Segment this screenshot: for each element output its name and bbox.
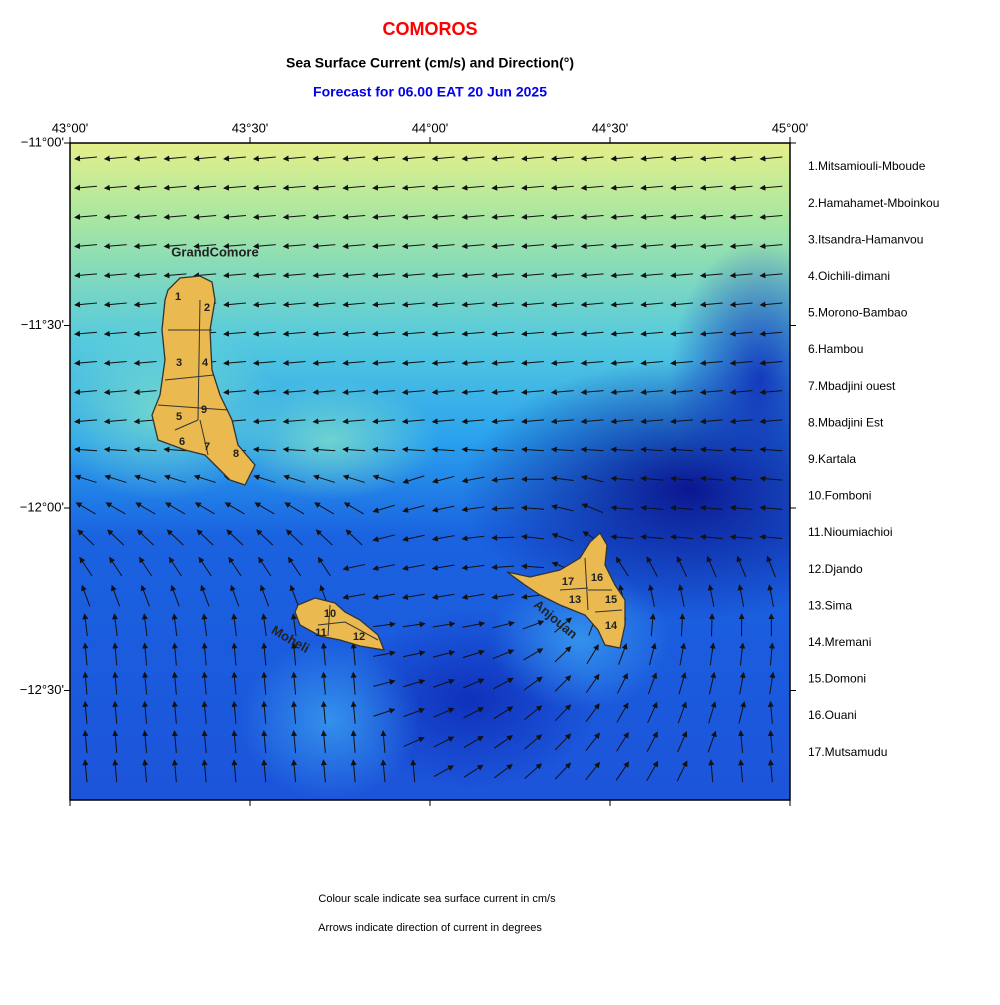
subtitle: Sea Surface Current (cm/s) and Direction… (286, 55, 574, 71)
legend-item: 4.Oichili-dimani (808, 269, 890, 283)
district-number: 2 (204, 302, 210, 314)
arrow (492, 537, 514, 538)
legend-item: 9.Kartala (808, 452, 856, 466)
current-field (40, 143, 920, 800)
district-number: 1 (175, 291, 181, 303)
district-number: 5 (176, 411, 182, 423)
district-number: 6 (179, 436, 185, 448)
district-number: 13 (569, 594, 581, 606)
district-number: 3 (176, 357, 182, 369)
y-tick-label: −12°00' (20, 499, 64, 514)
legend-item: 17.Mutsamudu (808, 745, 887, 759)
note: Colour scale indicate sea surface curren… (318, 893, 556, 905)
legend-item: 7.Mbadjini ouest (808, 379, 896, 393)
district-number: 17 (562, 576, 574, 588)
legend-item: 10.Fomboni (808, 489, 871, 503)
district-number: 10 (324, 608, 336, 620)
x-tick-label: 45°00' (772, 120, 809, 135)
forecast: Forecast for 06.00 EAT 20 Jun 2025 (313, 84, 547, 100)
district-number: 9 (201, 404, 207, 416)
legend-item: 11.Nioumiachioi (808, 525, 893, 539)
note: Arrows indicate direction of current in … (318, 922, 542, 934)
legend-item: 16.Ouani (808, 708, 857, 722)
district-number: 7 (204, 441, 210, 453)
legend-item: 2.Hamahamet-Mboinkou (808, 196, 939, 210)
district-number: 15 (605, 594, 617, 606)
legend-item: 14.Mremani (808, 635, 871, 649)
x-tick-label: 44°30' (592, 120, 629, 135)
y-tick-label: −11°00' (21, 134, 64, 149)
title: COMOROS (382, 19, 477, 39)
legend-item: 12.Djando (808, 562, 863, 576)
legend-item: 3.Itsandra-Hamanvou (808, 232, 923, 246)
legend-item: 13.Sima (808, 598, 852, 612)
x-tick-label: 43°00' (52, 120, 89, 135)
y-tick-label: −11°30' (21, 317, 64, 332)
district-number: 12 (353, 631, 365, 643)
district-number: 16 (591, 572, 603, 584)
legend-item: 6.Hambou (808, 342, 863, 356)
x-tick-label: 44°00' (412, 120, 449, 135)
district-number: 14 (605, 620, 618, 632)
district-number: 4 (202, 357, 209, 369)
legend-item: 1.Mitsamiouli-Mboude (808, 159, 926, 173)
arrow (712, 614, 713, 636)
island-label: GrandComore (171, 244, 258, 259)
legend-item: 5.Morono-Bambao (808, 306, 908, 320)
x-tick-label: 43°30' (232, 120, 269, 135)
legend-item: 8.Mbadjini Est (808, 415, 884, 429)
legend-item: 15.Domoni (808, 672, 866, 686)
district-number: 11 (315, 627, 327, 639)
y-tick-label: −12°30' (20, 682, 64, 697)
district-number: 8 (233, 448, 239, 460)
